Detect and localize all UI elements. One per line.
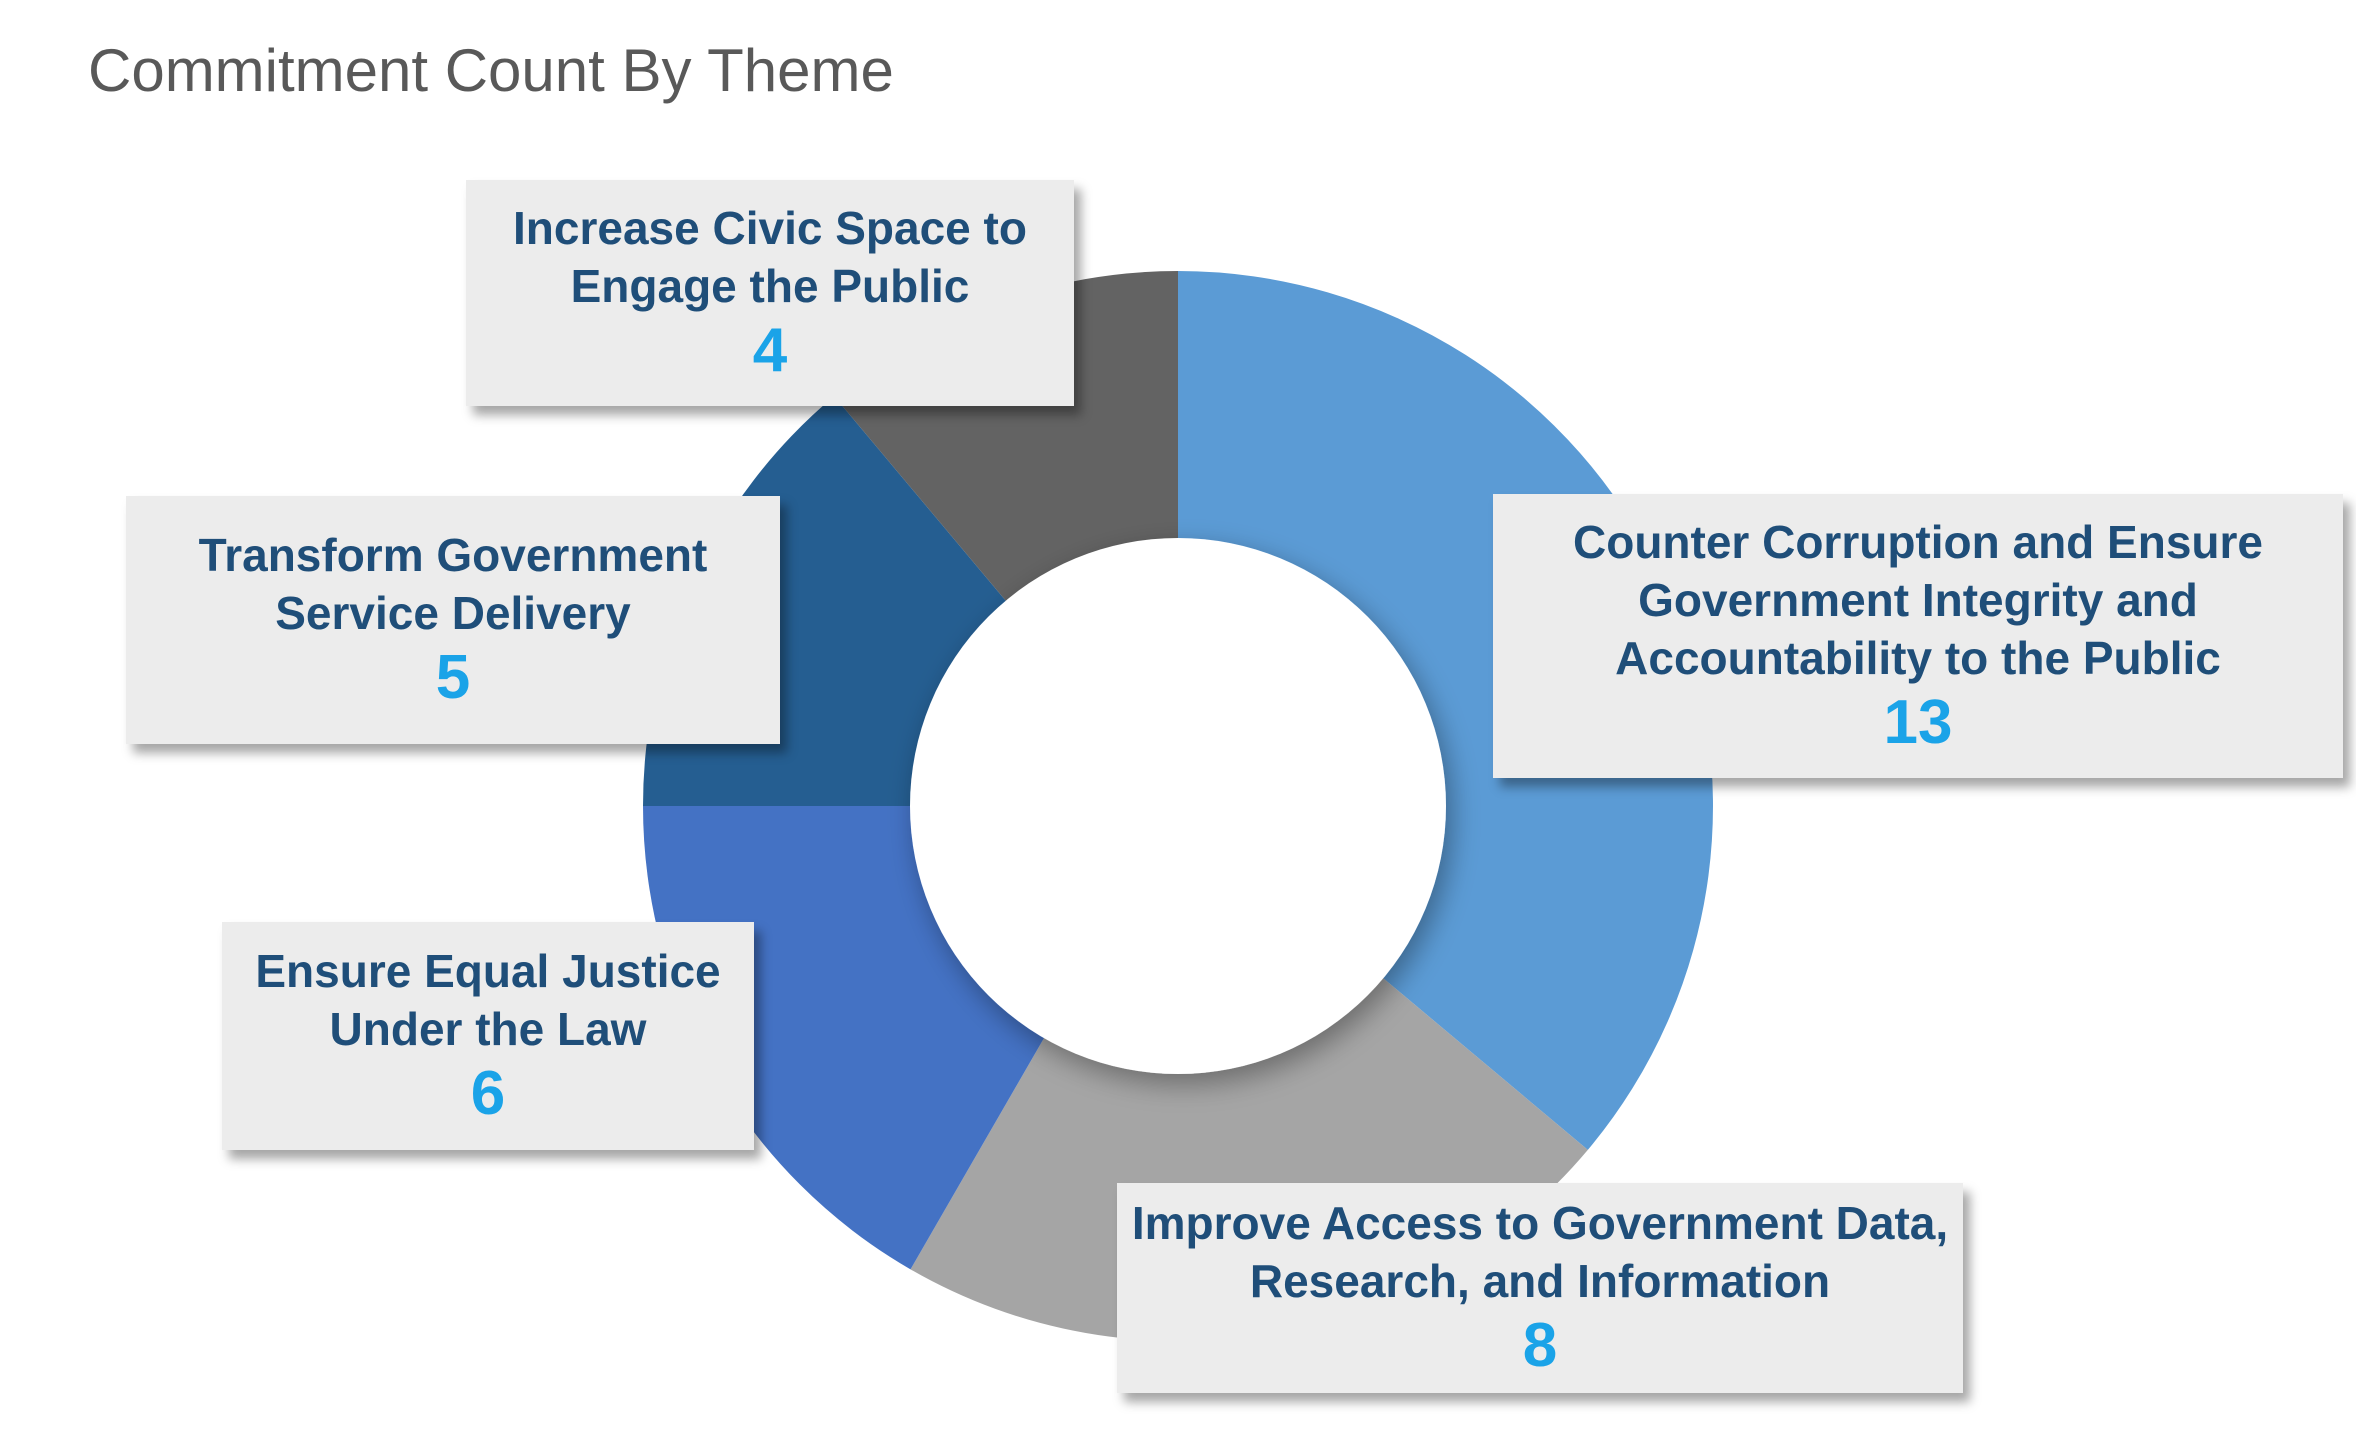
slice-label: Counter Corruption and Ensure Government…: [1573, 516, 2263, 684]
slice-callout-improve-access: Improve Access to Government Data, Resea…: [1117, 1183, 1963, 1393]
chart-title: Commitment Count By Theme: [88, 37, 894, 104]
slice-value: 13: [1883, 688, 1953, 757]
slice-label: Increase Civic Space to Engage the Publi…: [513, 202, 1027, 312]
slice-value: 5: [435, 643, 471, 712]
slice-value: 8: [1522, 1311, 1558, 1380]
slice-callout-civic-space: Increase Civic Space to Engage the Publi…: [466, 180, 1074, 406]
slice-callout-counter-corruption: Counter Corruption and Ensure Government…: [1493, 494, 2343, 778]
slice-label: Transform Government Service Delivery: [198, 529, 708, 639]
slice-callout-service-delivery: Transform Government Service Delivery 5: [126, 496, 780, 744]
slice-value: 6: [470, 1059, 506, 1128]
donut-slice-0: [1178, 271, 1713, 1150]
slice-label: Improve Access to Government Data, Resea…: [1131, 1197, 1949, 1307]
donut-hole: [910, 538, 1446, 1074]
slice-value: 4: [752, 316, 788, 385]
slice-callout-equal-justice: Ensure Equal Justice Under the Law 6: [222, 922, 754, 1150]
slice-label: Ensure Equal Justice Under the Law: [255, 945, 721, 1055]
